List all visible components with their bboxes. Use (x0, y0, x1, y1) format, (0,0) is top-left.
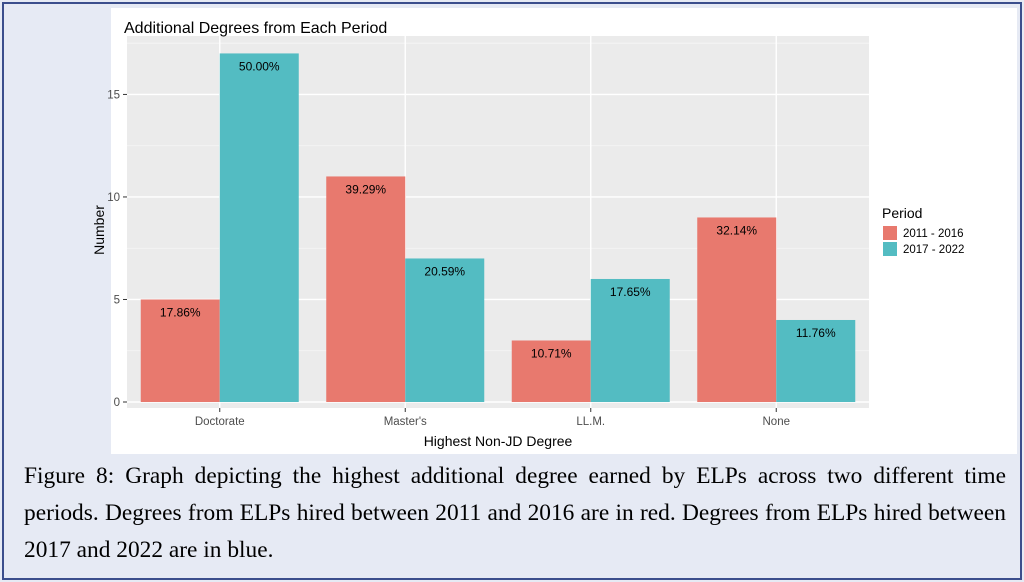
bars (140, 53, 856, 403)
bar (776, 319, 856, 402)
legend: Period 2011 - 2016 2017 - 2022 (882, 205, 964, 256)
x-tick-label: LL.M. (576, 416, 605, 428)
chart-title: Additional Degrees from Each Period (124, 20, 387, 37)
legend-label: 2011 - 2016 (903, 228, 964, 240)
y-tick-label: 0 (114, 397, 120, 409)
bar-value-label: 17.86% (160, 305, 201, 319)
y-axis-label: Number (91, 205, 107, 255)
legend-title: Period (882, 205, 922, 221)
bar (326, 176, 406, 402)
bar (511, 340, 591, 402)
figure-caption: Figure 8: Graph depicting the highest ad… (24, 463, 1006, 563)
x-axis: Doctorate Master's LL.M. None (195, 408, 790, 428)
x-axis-label: Highest Non-JD Degree (424, 433, 573, 449)
y-tick-label: 10 (107, 192, 120, 204)
x-tick-label: Master's (384, 416, 427, 428)
bar (219, 53, 299, 403)
bar (405, 258, 485, 402)
bar (590, 278, 670, 402)
legend-swatch (883, 226, 897, 240)
legend-swatch (883, 242, 897, 256)
legend-label: 2017 - 2022 (903, 244, 964, 256)
y-axis: 0 5 10 15 (107, 89, 127, 409)
bar-value-label: 17.65% (610, 285, 651, 299)
bar-value-label: 39.29% (345, 182, 386, 196)
bar (140, 299, 220, 402)
bar-value-label: 32.14% (716, 223, 757, 237)
bar-value-label: 50.00% (239, 59, 280, 73)
bar-value-label: 20.59% (424, 264, 465, 278)
bar (697, 217, 777, 402)
y-tick-label: 15 (107, 89, 120, 101)
bar-value-label: 10.71% (531, 346, 572, 360)
x-tick-label: None (763, 416, 791, 428)
bar-labels: 17.86% 50.00% 39.29% 20.59% 10.71% 17.65% 32.1… (160, 59, 836, 360)
x-tick-label: Doctorate (195, 416, 245, 428)
bar-value-label: 11.76% (796, 326, 836, 340)
y-tick-label: 5 (114, 294, 120, 306)
